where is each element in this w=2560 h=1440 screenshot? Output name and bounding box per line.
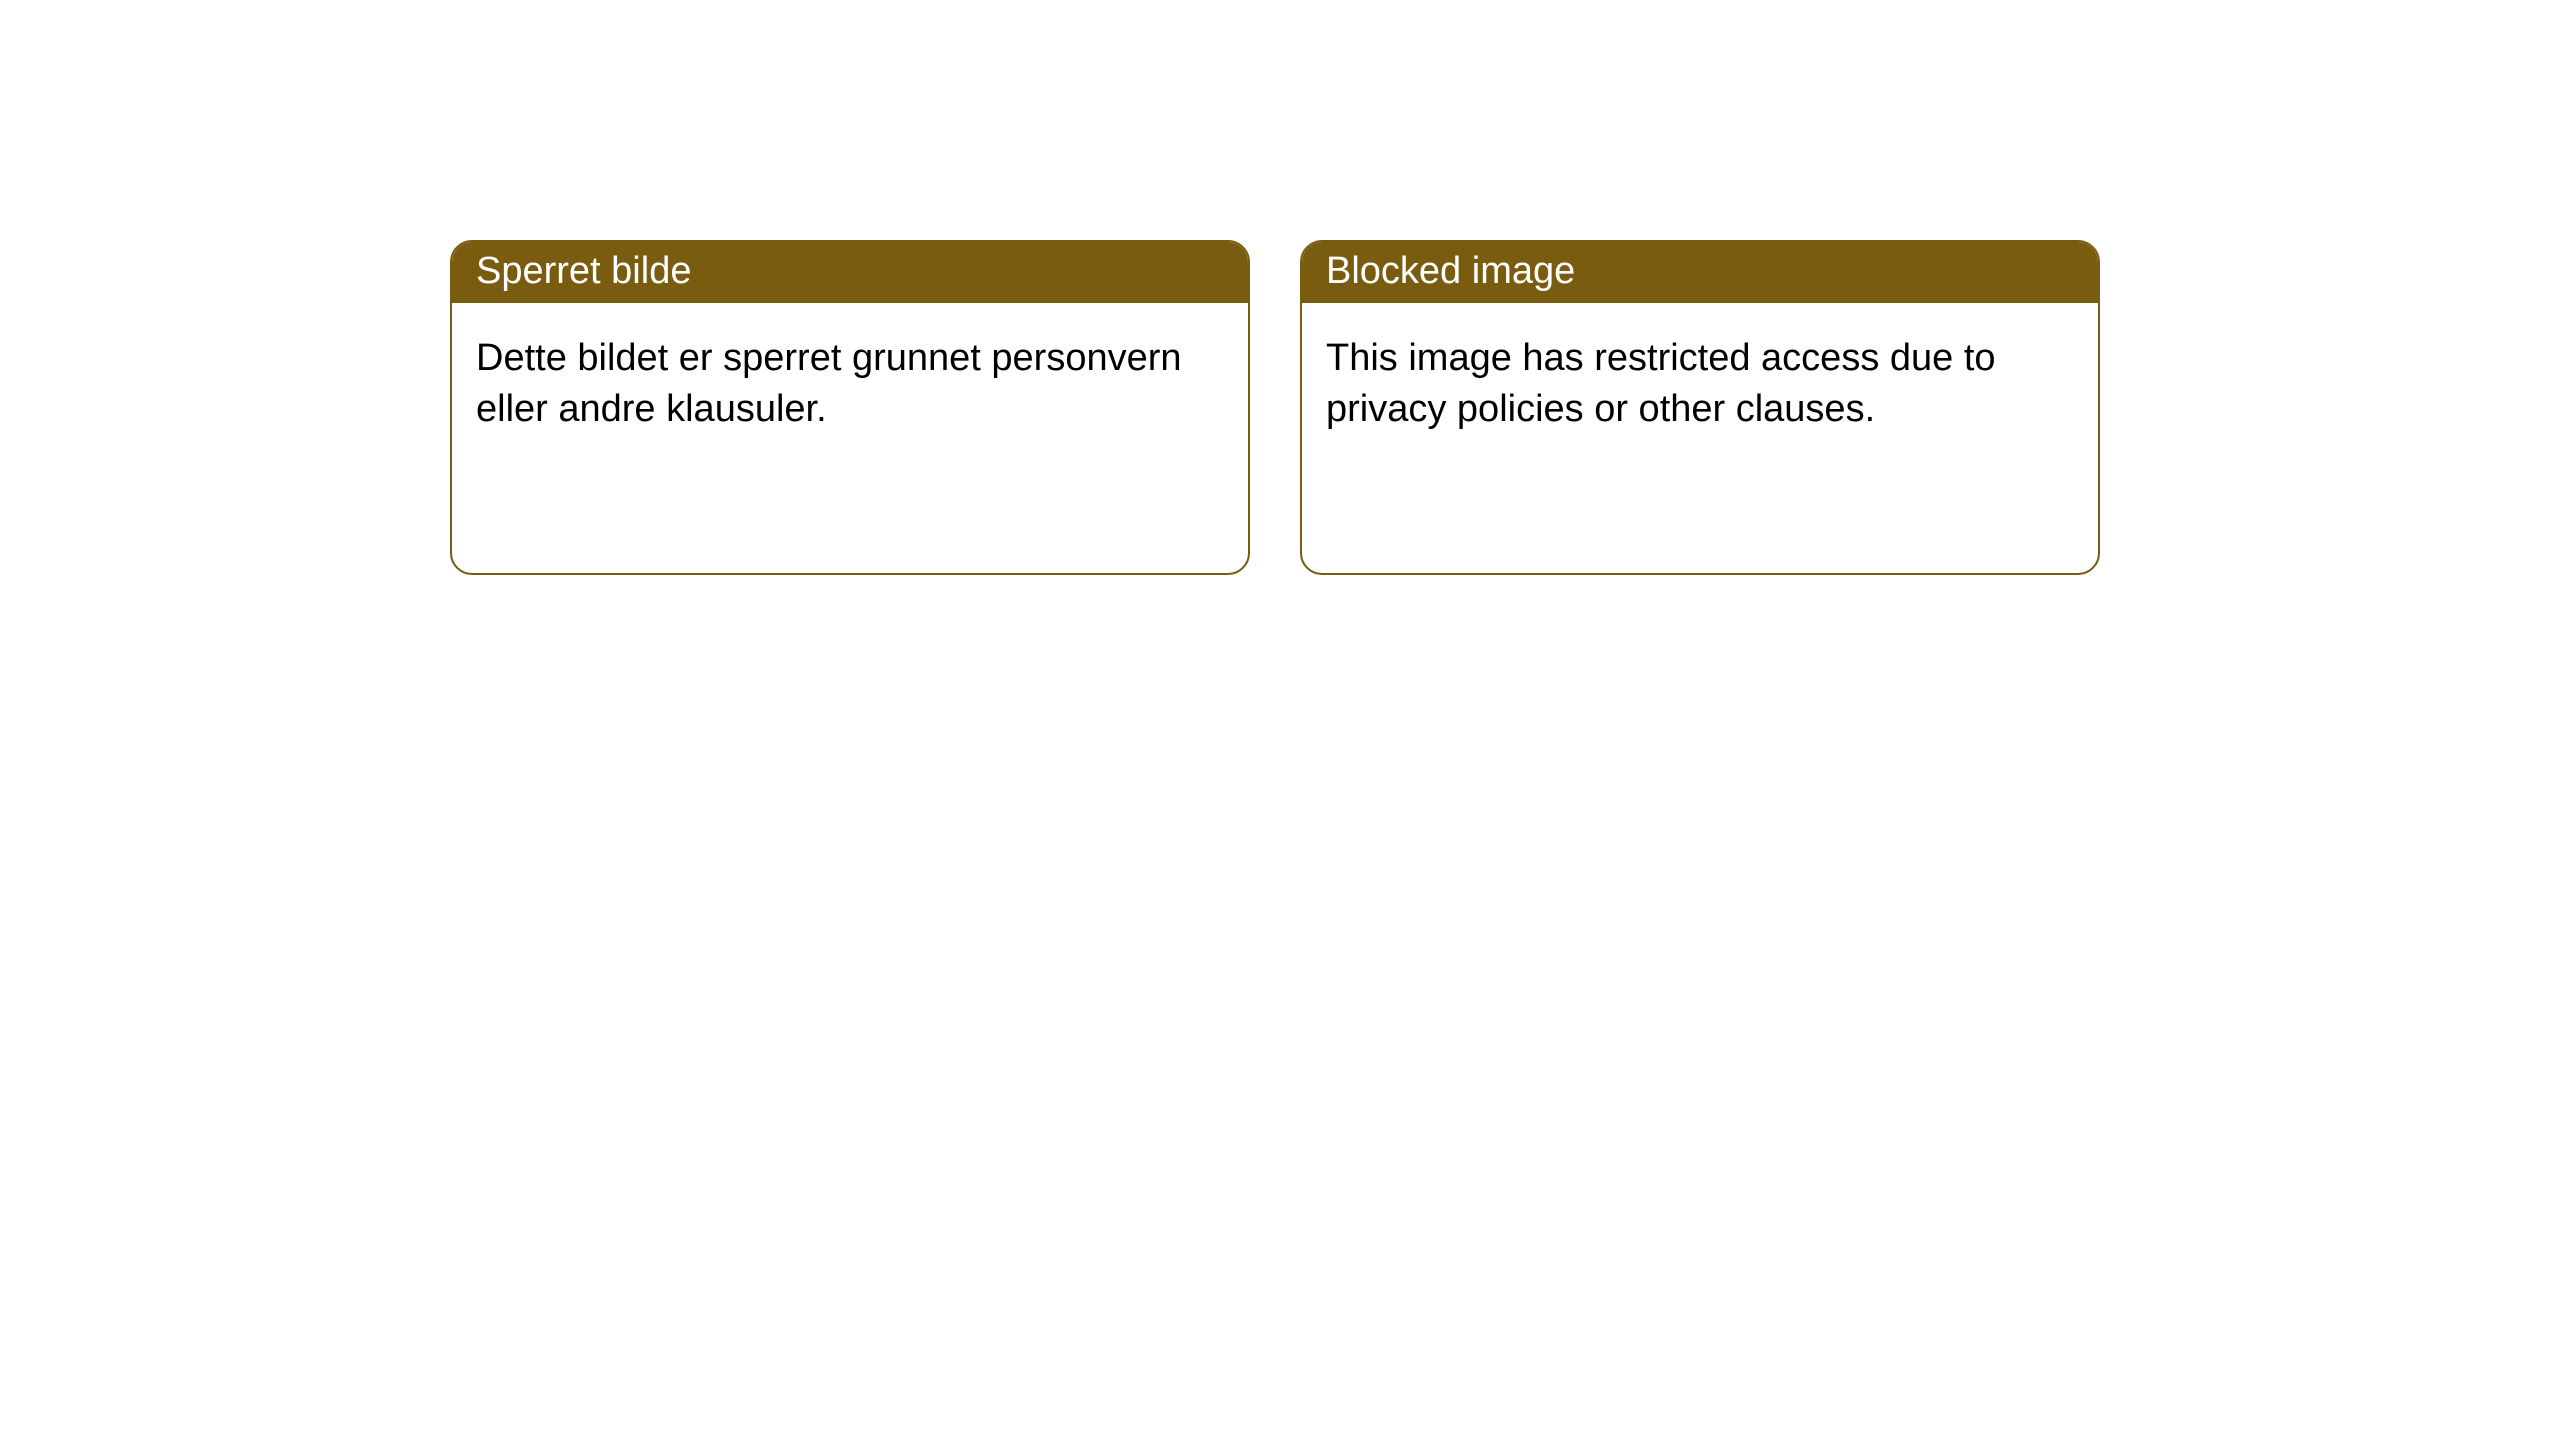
notice-container: Sperret bilde Dette bildet er sperret gr… bbox=[450, 240, 2100, 575]
notice-title-norwegian: Sperret bilde bbox=[452, 242, 1248, 303]
notice-card-norwegian: Sperret bilde Dette bildet er sperret gr… bbox=[450, 240, 1250, 575]
notice-body-norwegian: Dette bildet er sperret grunnet personve… bbox=[452, 303, 1248, 460]
notice-body-english: This image has restricted access due to … bbox=[1302, 303, 2098, 460]
notice-card-english: Blocked image This image has restricted … bbox=[1300, 240, 2100, 575]
notice-title-english: Blocked image bbox=[1302, 242, 2098, 303]
